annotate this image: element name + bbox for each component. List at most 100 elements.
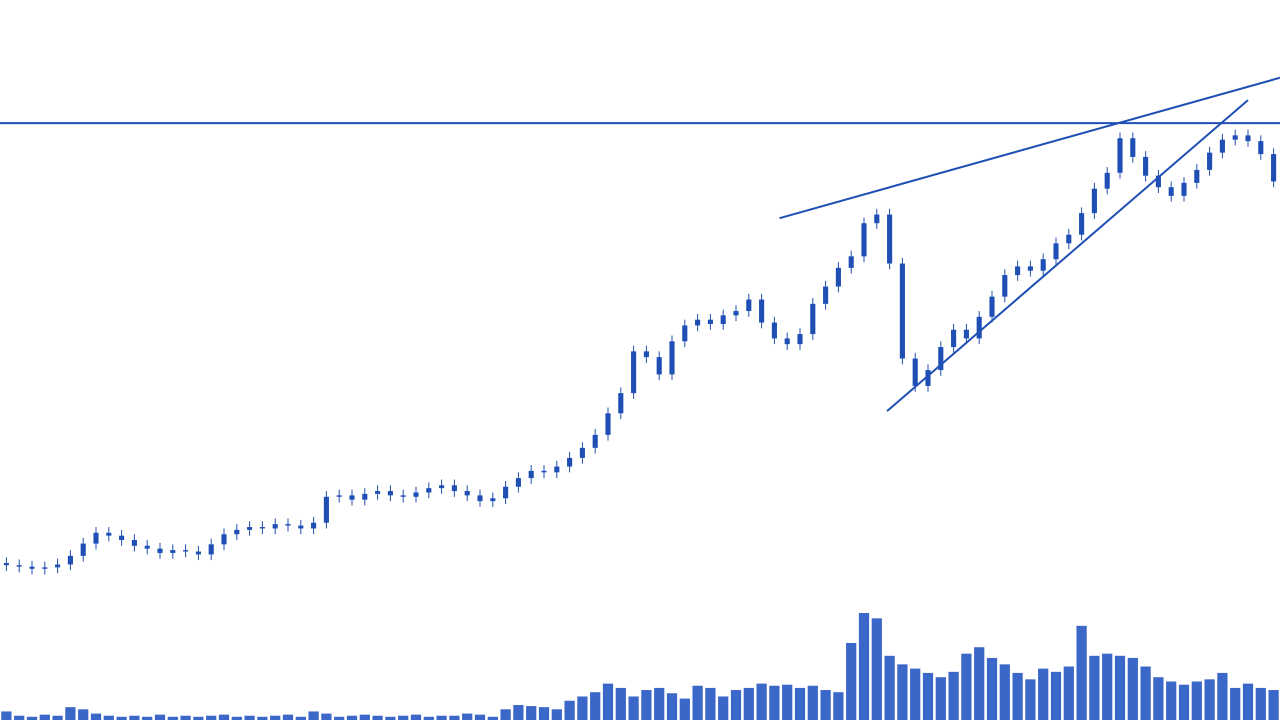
volume-bar xyxy=(1191,681,1202,720)
candle-body xyxy=(439,485,445,489)
volume-bar xyxy=(410,714,422,720)
volume-bar xyxy=(1127,657,1138,720)
volume-bar xyxy=(794,687,806,720)
volume-bar xyxy=(1204,679,1215,720)
volume-bar xyxy=(513,705,524,720)
volume-bar xyxy=(1102,653,1113,720)
candle-body xyxy=(1258,141,1264,155)
volume-bar xyxy=(116,716,127,720)
candle-body xyxy=(938,347,944,371)
candle-body xyxy=(247,527,253,530)
volume-bar xyxy=(871,618,882,720)
volume-bar xyxy=(1268,690,1279,720)
candle-body xyxy=(208,544,214,555)
volume-bar xyxy=(1050,671,1062,720)
candle-body xyxy=(1066,234,1072,244)
candle-body xyxy=(1232,135,1238,140)
volume-bar xyxy=(231,716,242,720)
candle-body xyxy=(67,555,73,565)
candle-body xyxy=(989,296,995,317)
candle-body xyxy=(362,493,368,500)
volume-bar xyxy=(308,711,319,720)
volume-bar xyxy=(897,664,908,720)
candle-body xyxy=(1168,187,1174,196)
volume-bar xyxy=(52,715,63,720)
volume-bar xyxy=(1255,687,1266,720)
candle-body xyxy=(375,491,381,494)
candle-body xyxy=(285,524,291,526)
volume-bar xyxy=(334,716,345,720)
candle-body xyxy=(400,495,406,497)
candle-body xyxy=(797,334,803,345)
candle-body xyxy=(42,567,48,569)
volume-bar xyxy=(628,696,639,720)
volume-bar xyxy=(807,685,818,720)
volume-bar xyxy=(90,713,102,720)
candle-body xyxy=(1245,135,1251,142)
volume-bar xyxy=(1166,681,1177,720)
volume-bar xyxy=(423,716,434,720)
candle-body xyxy=(912,358,918,386)
candle-body xyxy=(259,527,265,529)
volume-bar xyxy=(961,653,972,720)
candle-body xyxy=(1027,266,1033,271)
candle-body xyxy=(1053,243,1059,260)
volume-bar xyxy=(359,714,370,720)
volume-bar xyxy=(679,698,690,720)
candle-body xyxy=(55,564,61,568)
candle-body xyxy=(746,299,752,312)
candle-body xyxy=(106,532,112,536)
candle-body xyxy=(554,466,560,473)
candle-body xyxy=(976,316,982,339)
candle-body xyxy=(298,525,304,529)
candle-body xyxy=(682,325,688,342)
volume-bar xyxy=(948,671,959,720)
volume-bar xyxy=(1153,677,1164,720)
candle-body xyxy=(3,563,9,566)
candle-body xyxy=(515,478,521,487)
candle-body xyxy=(567,457,573,467)
candle-body xyxy=(771,322,777,339)
candle-body xyxy=(784,338,790,345)
candle-body xyxy=(1091,188,1097,214)
candle-body xyxy=(80,543,86,556)
candle-body xyxy=(1271,154,1277,182)
volume-bar xyxy=(705,687,716,720)
candle-body xyxy=(119,535,125,540)
volume-bar xyxy=(846,642,857,720)
volume-bar xyxy=(321,713,332,720)
candle-body xyxy=(1015,266,1021,276)
volume-bar xyxy=(257,716,268,720)
candle-body xyxy=(144,545,150,549)
candle-body xyxy=(464,491,470,496)
candle-body xyxy=(541,470,547,473)
volume-bar xyxy=(14,715,25,720)
volume-bar xyxy=(449,715,460,720)
candle-body xyxy=(1002,275,1008,297)
candle-body xyxy=(592,434,598,448)
volume-bar xyxy=(602,683,614,720)
volume-bar xyxy=(1025,679,1036,720)
volume-bar xyxy=(922,672,934,720)
candle-body xyxy=(1104,172,1110,189)
volume-bar xyxy=(487,716,498,720)
volume-bar xyxy=(1089,655,1100,720)
volume-bar xyxy=(910,668,921,720)
candle-body xyxy=(823,286,829,304)
volume-bar xyxy=(65,707,76,720)
volume-bar xyxy=(462,713,473,720)
volume-bar xyxy=(538,707,550,720)
candle-body xyxy=(387,491,393,496)
candle-body xyxy=(925,370,931,386)
candle-body xyxy=(29,566,35,569)
candle-body xyxy=(93,532,99,544)
volume-bar xyxy=(1038,668,1049,720)
volume-bar xyxy=(974,647,985,720)
volume-bar xyxy=(551,709,562,720)
candle-body xyxy=(1130,138,1136,157)
volume-bar xyxy=(666,693,678,720)
volume-bar xyxy=(270,715,281,720)
volume-bar xyxy=(142,716,153,720)
volume-bar xyxy=(615,687,626,720)
